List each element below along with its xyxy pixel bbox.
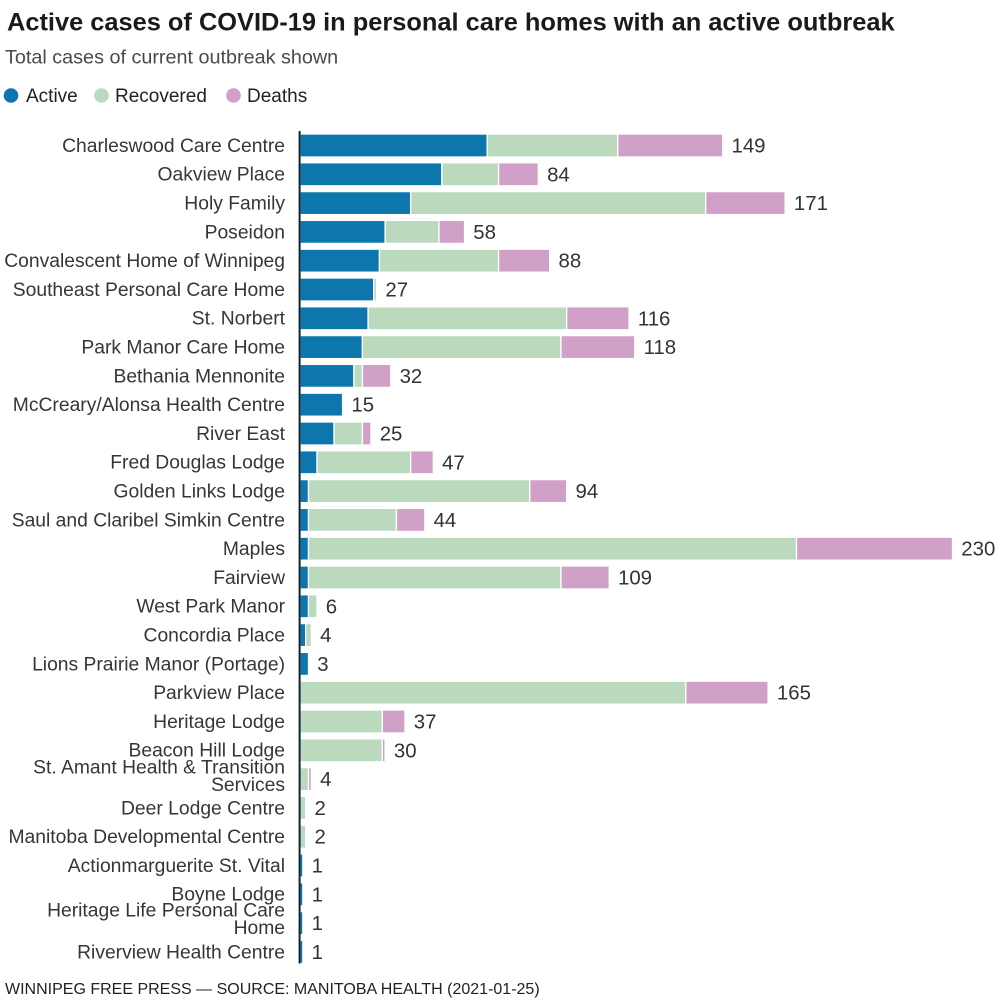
svg-text:6: 6 [326,596,337,618]
svg-text:Active cases of COVID-19 in pe: Active cases of COVID-19 in personal car… [7,9,895,37]
svg-text:1: 1 [312,884,323,906]
svg-text:171: 171 [794,193,828,215]
svg-text:47: 47 [442,452,465,474]
svg-text:WINNIPEG FREE PRESS — SOURCE:: WINNIPEG FREE PRESS — SOURCE: MANITOBA H… [5,981,540,998]
svg-text:30: 30 [394,740,417,762]
svg-text:116: 116 [638,308,671,330]
svg-text:West Park Manor: West Park Manor [136,597,285,618]
svg-text:Active: Active [26,86,78,107]
svg-text:St. Norbert: St. Norbert [192,309,286,330]
svg-text:River East: River East [196,424,286,445]
svg-text:Deer Lodge Centre: Deer Lodge Centre [121,798,285,819]
svg-text:230: 230 [961,539,995,561]
svg-text:88: 88 [559,251,582,273]
svg-text:Riverview Health Centre: Riverview Health Centre [77,942,285,963]
svg-text:Fred Douglas Lodge: Fred Douglas Lodge [110,453,285,474]
svg-text:Total cases of current outbrea: Total cases of current outbreak shown [5,47,338,69]
svg-text:Poseidon: Poseidon [205,222,285,243]
svg-text:Lions Prairie Manor (Portage): Lions Prairie Manor (Portage) [32,654,285,675]
svg-text:Saul and Claribel Simkin Centr: Saul and Claribel Simkin Centre [12,510,285,531]
svg-text:Boyne Lodge: Boyne Lodge [171,885,285,906]
svg-text:4: 4 [320,625,331,647]
svg-text:109: 109 [618,568,652,590]
svg-text:Bethania Mennonite: Bethania Mennonite [113,366,285,387]
svg-text:15: 15 [351,395,374,417]
svg-text:Deaths: Deaths [247,86,307,107]
svg-text:Manitoba Developmental Centre: Manitoba Developmental Centre [8,827,285,848]
svg-text:Park Manor Care Home: Park Manor Care Home [81,338,285,359]
svg-text:Heritage Lodge: Heritage Lodge [153,712,285,733]
svg-text:3: 3 [317,654,328,676]
svg-text:165: 165 [777,683,811,705]
svg-text:2: 2 [315,798,326,820]
svg-text:44: 44 [434,510,457,532]
svg-text:Holy Family: Holy Family [184,194,285,215]
svg-text:4: 4 [320,769,331,791]
svg-text:Convalescent Home of Winnipeg: Convalescent Home of Winnipeg [4,251,285,272]
svg-text:94: 94 [576,481,599,503]
svg-text:Heritage Life Personal Care: Heritage Life Personal Care [47,901,285,922]
svg-text:1: 1 [312,856,323,878]
svg-text:Home: Home [234,918,285,939]
svg-text:Parkview Place: Parkview Place [153,683,285,704]
svg-text:84: 84 [547,164,570,186]
svg-text:1: 1 [312,913,323,935]
svg-text:McCreary/Alonsa Health Centre: McCreary/Alonsa Health Centre [13,395,285,416]
svg-text:Golden Links Lodge: Golden Links Lodge [113,482,285,503]
svg-text:118: 118 [644,337,677,359]
svg-text:Fairview: Fairview [213,568,285,589]
svg-text:Southeast Personal Care Home: Southeast Personal Care Home [13,280,285,301]
svg-text:Beacon Hill Lodge: Beacon Hill Lodge [128,741,285,762]
svg-text:St. Amant Health & Transition: St. Amant Health & Transition [33,758,285,779]
svg-text:37: 37 [414,712,437,734]
svg-text:Oakview Place: Oakview Place [157,165,285,186]
svg-text:Concordia Place: Concordia Place [144,626,285,647]
svg-text:Maples: Maples [223,539,285,560]
svg-text:27: 27 [385,280,408,302]
svg-text:Recovered: Recovered [115,86,207,107]
svg-text:Charleswood Care Centre: Charleswood Care Centre [62,136,285,157]
svg-text:32: 32 [400,366,423,388]
svg-text:2: 2 [315,827,326,849]
svg-text:Actionmarguerite St. Vital: Actionmarguerite St. Vital [68,856,285,877]
svg-text:149: 149 [732,136,766,158]
svg-text:1: 1 [312,942,323,964]
svg-text:25: 25 [380,424,403,446]
svg-text:Services: Services [211,775,285,796]
svg-text:58: 58 [473,222,496,244]
